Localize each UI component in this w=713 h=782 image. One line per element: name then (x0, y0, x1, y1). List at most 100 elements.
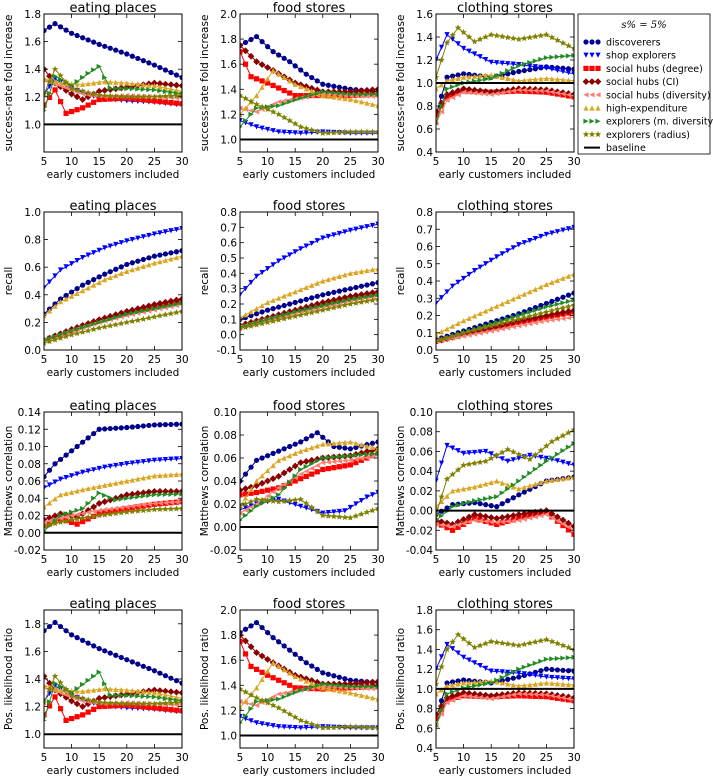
series-point (146, 60, 152, 66)
series-point (331, 300, 337, 306)
series-point (124, 85, 130, 92)
series-point (85, 688, 91, 694)
series-point (44, 672, 48, 680)
series-point (292, 130, 298, 136)
legend-label: baseline (606, 143, 646, 154)
series-point (363, 128, 371, 135)
series-point (44, 312, 47, 319)
series-point (51, 65, 59, 72)
series-point (472, 268, 478, 274)
series-point (242, 626, 249, 632)
series-point (156, 93, 164, 100)
series-point (151, 500, 157, 507)
series-point (178, 307, 182, 315)
series-point (538, 462, 544, 468)
series-point (465, 639, 473, 646)
series-point (331, 232, 337, 238)
series-point (488, 479, 494, 486)
series-point (527, 67, 533, 73)
series-point (554, 310, 561, 317)
series-point (162, 257, 169, 263)
series-point (248, 111, 254, 117)
series-point (146, 694, 152, 700)
series-point (57, 456, 64, 463)
series-point (168, 707, 174, 713)
series-point (364, 454, 370, 461)
series-point (455, 41, 461, 47)
series-point (80, 688, 86, 695)
series-point (129, 267, 135, 273)
series-point (85, 81, 91, 87)
series-point (298, 448, 304, 454)
series-point (436, 711, 440, 718)
series-point (286, 497, 293, 504)
series-point (336, 84, 342, 90)
y-tick-label: 0.3 (220, 284, 237, 296)
series-point (96, 507, 102, 513)
series-point (242, 637, 249, 645)
series-point (538, 319, 544, 325)
series-point (124, 495, 130, 501)
series-point (151, 492, 157, 498)
series-point (548, 510, 556, 518)
series-point (369, 267, 376, 273)
series-point (140, 459, 146, 465)
y-axis-label: recall (199, 267, 211, 296)
series-point (565, 676, 572, 682)
series-point (438, 103, 445, 109)
legend-label: social hubs (diversity) (606, 90, 711, 101)
series-point (477, 73, 483, 79)
y-tick-label: 0.08 (18, 459, 41, 471)
series-point (341, 301, 349, 308)
series-point (369, 91, 376, 97)
series-point (168, 69, 174, 76)
series-point (472, 484, 478, 490)
series-point (291, 462, 299, 470)
legend-title: s% = 5% (621, 20, 666, 31)
series-point (69, 509, 75, 515)
series-point (57, 476, 64, 482)
series-point (466, 657, 472, 663)
series-point (438, 82, 445, 88)
axes-frame (239, 13, 379, 153)
series-point (499, 326, 505, 332)
series-point (146, 97, 152, 103)
series-point (364, 93, 370, 99)
series-point (375, 446, 378, 452)
series-point (455, 681, 461, 687)
series-point (140, 93, 147, 100)
series-group (44, 619, 182, 723)
series-point (314, 78, 320, 84)
series-point (336, 688, 342, 694)
series-point (494, 90, 500, 97)
series-point (444, 525, 450, 531)
series-point (505, 672, 511, 678)
series-point (173, 456, 180, 462)
series-point (454, 631, 462, 638)
y-tick-label: 0.02 (18, 511, 41, 523)
series-point (74, 326, 80, 332)
series-point (477, 501, 483, 507)
series-point (314, 508, 321, 515)
series-point (51, 336, 59, 343)
legend-item-hexp: high-expenditure (583, 104, 687, 115)
series-point (369, 678, 376, 686)
series-point (444, 97, 450, 103)
series-point (240, 705, 243, 711)
series-point (543, 300, 550, 307)
y-axis-label: Pos. likelihood ratio (199, 628, 211, 730)
series-point (455, 487, 461, 493)
series-point (258, 652, 266, 660)
series-point (52, 303, 58, 309)
series-point (538, 284, 544, 290)
series-point (324, 297, 332, 305)
series-point (168, 421, 174, 428)
series-point (565, 70, 572, 76)
series-point (444, 442, 450, 449)
series-point (276, 724, 282, 730)
series-point (265, 722, 271, 728)
series-point (571, 440, 574, 447)
y-tick-label: 0.6 (24, 262, 41, 274)
series-point (438, 698, 445, 704)
series-point (460, 329, 467, 336)
